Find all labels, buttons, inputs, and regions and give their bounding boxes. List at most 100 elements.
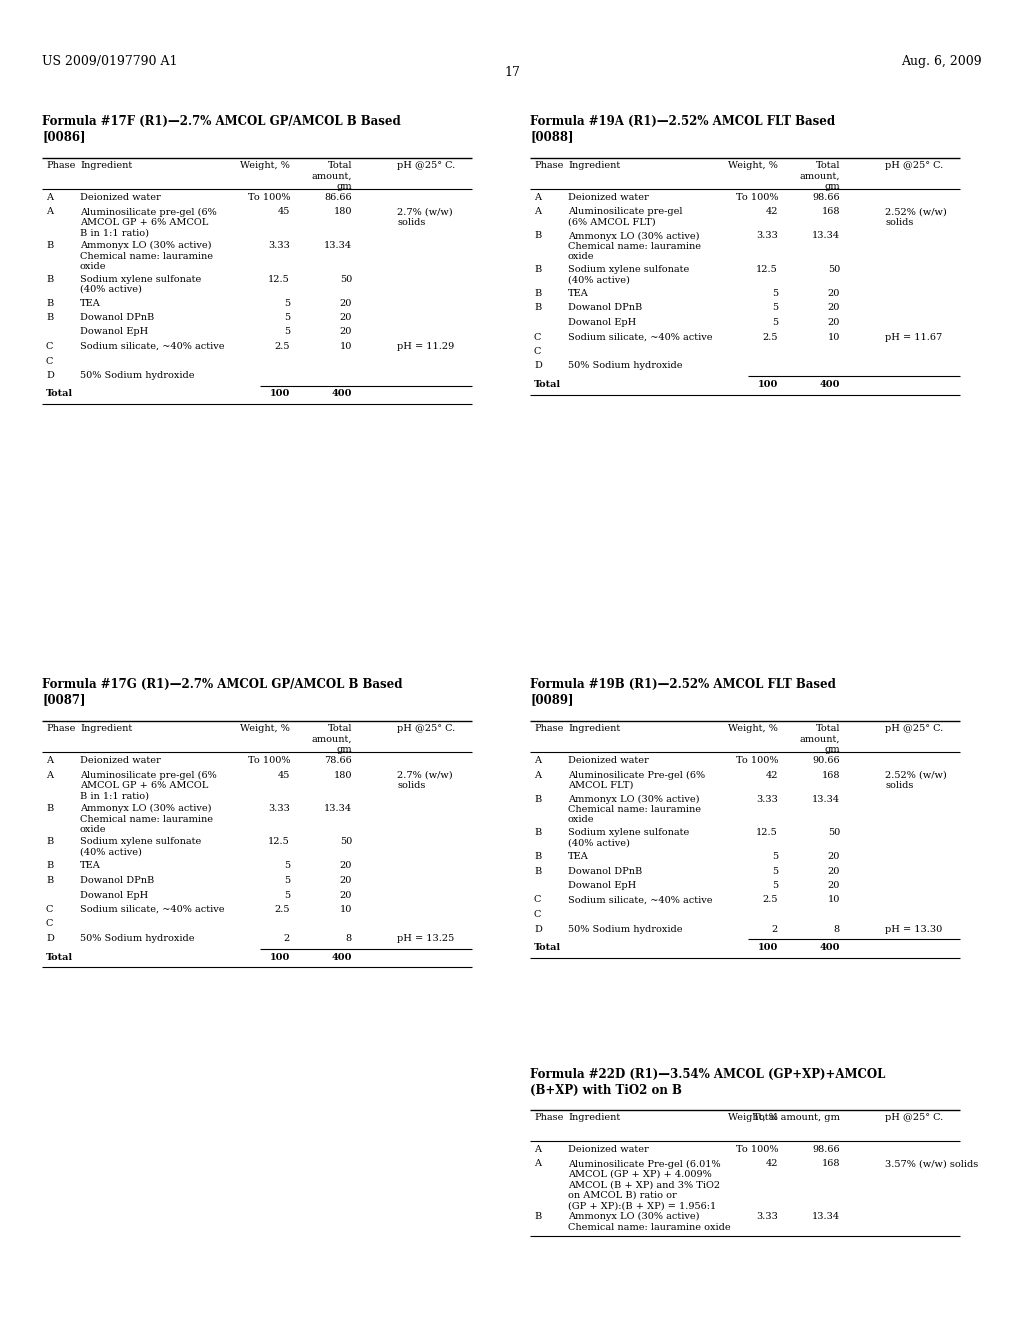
Text: D: D <box>534 362 542 371</box>
Text: B: B <box>534 866 542 875</box>
Text: 13.34: 13.34 <box>324 242 352 249</box>
Text: 78.66: 78.66 <box>325 756 352 766</box>
Text: [0087]: [0087] <box>42 693 85 706</box>
Text: Total: Total <box>46 389 73 399</box>
Text: Aluminosilicate Pre-gel (6.01%
AMCOL (GP + XP) + 4.009%
AMCOL (B + XP) and 3% Ti: Aluminosilicate Pre-gel (6.01% AMCOL (GP… <box>568 1159 721 1210</box>
Text: 12.5: 12.5 <box>757 265 778 275</box>
Text: Sodium xylene sulfonate
(40% active): Sodium xylene sulfonate (40% active) <box>568 265 689 284</box>
Text: Sodium silicate, ~40% active: Sodium silicate, ~40% active <box>80 906 224 913</box>
Text: A: A <box>46 207 53 216</box>
Text: Weight, %: Weight, % <box>728 723 778 733</box>
Text: B: B <box>46 242 53 249</box>
Text: Phase: Phase <box>46 161 76 170</box>
Text: Formula #17F (R1)—2.7% AMCOL GP/AMCOL B Based: Formula #17F (R1)—2.7% AMCOL GP/AMCOL B … <box>42 115 400 128</box>
Text: 86.66: 86.66 <box>325 193 352 202</box>
Text: 50% Sodium hydroxide: 50% Sodium hydroxide <box>568 362 683 371</box>
Text: 5: 5 <box>772 866 778 875</box>
Text: C: C <box>46 342 53 351</box>
Text: Phase: Phase <box>46 723 76 733</box>
Text: 168: 168 <box>821 207 840 216</box>
Text: C: C <box>46 920 53 928</box>
Text: 5: 5 <box>772 304 778 313</box>
Text: 50% Sodium hydroxide: 50% Sodium hydroxide <box>80 371 195 380</box>
Text: pH = 11.29: pH = 11.29 <box>397 342 455 351</box>
Text: pH = 11.67: pH = 11.67 <box>885 333 942 342</box>
Text: B: B <box>46 275 53 284</box>
Text: Dowanol EpH: Dowanol EpH <box>80 891 148 899</box>
Text: 13.34: 13.34 <box>812 795 840 804</box>
Text: TEA: TEA <box>568 289 589 298</box>
Text: C: C <box>46 356 53 366</box>
Text: 10: 10 <box>827 895 840 904</box>
Text: Weight, %: Weight, % <box>240 723 290 733</box>
Text: Dowanol DPnB: Dowanol DPnB <box>80 313 155 322</box>
Text: Weight, %: Weight, % <box>728 161 778 170</box>
Text: 50% Sodium hydroxide: 50% Sodium hydroxide <box>568 924 683 933</box>
Text: C: C <box>46 906 53 913</box>
Text: To 100%: To 100% <box>735 1144 778 1154</box>
Text: Formula #22D (R1)—3.54% AMCOL (GP+XP)+AMCOL
(B+XP) with TiO2 on B: Formula #22D (R1)—3.54% AMCOL (GP+XP)+AM… <box>530 1068 886 1097</box>
Text: 3.33: 3.33 <box>268 242 290 249</box>
Text: B: B <box>46 804 53 813</box>
Text: Ammonyx LO (30% active)
Chemical name: lauramine
oxide: Ammonyx LO (30% active) Chemical name: l… <box>568 795 701 825</box>
Text: A: A <box>46 756 53 766</box>
Text: 3.57% (w/w) solids: 3.57% (w/w) solids <box>885 1159 978 1168</box>
Text: 50% Sodium hydroxide: 50% Sodium hydroxide <box>80 935 195 942</box>
Text: C: C <box>534 347 542 356</box>
Text: B: B <box>534 795 542 804</box>
Text: Total: Total <box>46 953 73 961</box>
Text: B: B <box>534 828 542 837</box>
Text: Deionized water: Deionized water <box>568 1144 649 1154</box>
Text: Total
amount,
gm: Total amount, gm <box>800 161 840 191</box>
Text: 2.5: 2.5 <box>763 333 778 342</box>
Text: 400: 400 <box>332 389 352 399</box>
Text: 50: 50 <box>340 837 352 846</box>
Text: TEA: TEA <box>568 851 589 861</box>
Text: pH @25° C.: pH @25° C. <box>885 1113 943 1122</box>
Text: Phase: Phase <box>534 723 563 733</box>
Text: 400: 400 <box>819 942 840 952</box>
Text: A: A <box>46 193 53 202</box>
Text: A: A <box>534 771 541 780</box>
Text: Weight, %: Weight, % <box>240 161 290 170</box>
Text: C: C <box>534 909 542 919</box>
Text: 100: 100 <box>758 380 778 389</box>
Text: Sodium silicate, ~40% active: Sodium silicate, ~40% active <box>568 895 713 904</box>
Text: 5: 5 <box>772 289 778 298</box>
Text: 5: 5 <box>772 880 778 890</box>
Text: Ammonyx LO (30% active)
Chemical name: lauramine
oxide: Ammonyx LO (30% active) Chemical name: l… <box>80 242 213 271</box>
Text: To 100%: To 100% <box>735 193 778 202</box>
Text: 100: 100 <box>269 389 290 399</box>
Text: Deionized water: Deionized water <box>80 756 161 766</box>
Text: 42: 42 <box>766 771 778 780</box>
Text: Formula #19A (R1)—2.52% AMCOL FLT Based: Formula #19A (R1)—2.52% AMCOL FLT Based <box>530 115 836 128</box>
Text: 3.33: 3.33 <box>756 231 778 240</box>
Text: pH @25° C.: pH @25° C. <box>885 723 943 733</box>
Text: 42: 42 <box>766 1159 778 1168</box>
Text: Dowanol EpH: Dowanol EpH <box>80 327 148 337</box>
Text: 20: 20 <box>340 327 352 337</box>
Text: 20: 20 <box>340 891 352 899</box>
Text: Ammonyx LO (30% active)
Chemical name: lauramine oxide: Ammonyx LO (30% active) Chemical name: l… <box>568 1212 731 1232</box>
Text: 10: 10 <box>340 906 352 913</box>
Text: C: C <box>534 333 542 342</box>
Text: 20: 20 <box>340 298 352 308</box>
Text: Dowanol EpH: Dowanol EpH <box>568 318 636 327</box>
Text: Sodium xylene sulfonate
(40% active): Sodium xylene sulfonate (40% active) <box>568 828 689 847</box>
Text: [0089]: [0089] <box>530 693 573 706</box>
Text: Total
amount,
gm: Total amount, gm <box>311 161 352 191</box>
Text: A: A <box>534 1159 541 1168</box>
Text: Weight, %: Weight, % <box>728 1113 778 1122</box>
Text: pH @25° C.: pH @25° C. <box>885 161 943 170</box>
Text: 180: 180 <box>334 771 352 780</box>
Text: 13.34: 13.34 <box>812 1212 840 1221</box>
Text: [0086]: [0086] <box>42 129 85 143</box>
Text: B: B <box>534 289 542 298</box>
Text: B: B <box>534 1212 542 1221</box>
Text: 13.34: 13.34 <box>324 804 352 813</box>
Text: B: B <box>534 851 542 861</box>
Text: 5: 5 <box>772 851 778 861</box>
Text: B: B <box>46 876 53 884</box>
Text: Formula #19B (R1)—2.52% AMCOL FLT Based: Formula #19B (R1)—2.52% AMCOL FLT Based <box>530 678 836 690</box>
Text: A: A <box>534 756 541 766</box>
